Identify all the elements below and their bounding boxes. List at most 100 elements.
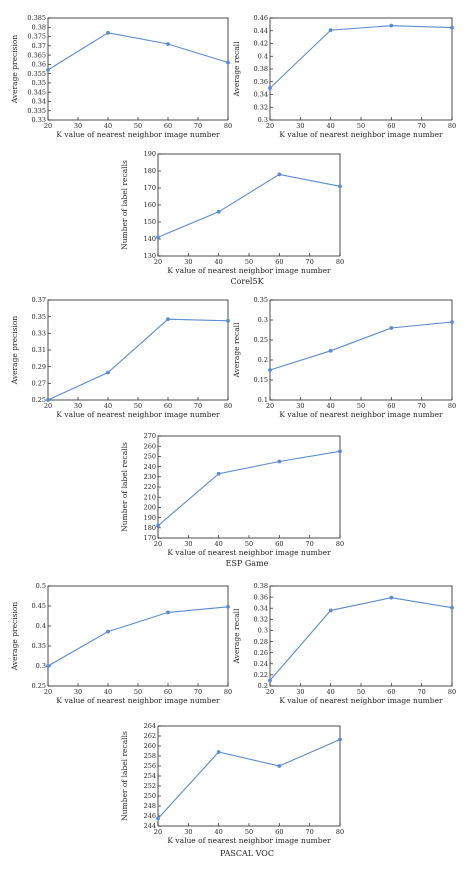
x-tick-label: 30: [74, 122, 82, 130]
data-point: [389, 23, 394, 28]
x-tick-label: 70: [418, 122, 426, 130]
x-tick-label: 70: [194, 688, 202, 696]
data-point: [328, 608, 333, 613]
data-point: [450, 25, 454, 30]
x-axis-label: K value of nearest neighbor image number: [167, 836, 331, 845]
y-tick-label: 0.45: [32, 602, 46, 610]
y-axis-label: Average precision: [10, 316, 19, 386]
x-tick-label: 50: [245, 540, 253, 548]
y-tick-label: 244: [144, 822, 156, 830]
data-point: [277, 459, 282, 464]
y-axis-label: Average precision: [10, 602, 19, 672]
y-tick-label: 0.25: [254, 336, 268, 344]
y-tick-label: 0.35: [32, 642, 46, 650]
y-tick-label: 130: [144, 252, 156, 260]
data-point: [166, 317, 170, 322]
plot-frame: [47, 17, 229, 121]
x-tick-label: 60: [275, 258, 283, 266]
x-tick-label: 50: [357, 122, 365, 130]
data-point: [389, 326, 394, 330]
x-tick-label: 40: [327, 402, 335, 410]
x-tick-label: 20: [44, 402, 52, 410]
chart-2: 20 30 40 50 60 70 80 0.3 0.32 0.34 0.36 0.38 0.4 0.42…: [232, 14, 456, 139]
y-tick-label: 0.33: [32, 330, 46, 338]
x-tick-label: 20: [154, 828, 162, 836]
x-tick-label: 40: [104, 122, 112, 130]
y-tick-label: 0.38: [32, 23, 46, 31]
y-tick-label: 0.375: [27, 33, 46, 41]
y-tick-label: 252: [144, 782, 156, 790]
y-tick-label: 0.33: [32, 116, 46, 124]
y-tick-label: 0.37: [32, 42, 46, 50]
y-tick-label: 0.5: [36, 582, 46, 590]
y-tick-label: 0.46: [254, 14, 268, 22]
chart-5: 20 30 40 50 60 70 80 0.1 0.15 0.2 0.25 0.3 0.35 K val…: [232, 296, 456, 419]
data-point: [106, 629, 110, 634]
x-tick-label: 20: [154, 540, 162, 548]
y-tick-label: 250: [144, 792, 156, 800]
x-tick-label: 80: [224, 122, 232, 130]
y-axis-label: Average precision: [10, 35, 19, 105]
y-tick-label: 0.1: [258, 396, 268, 404]
x-tick-label: 30: [184, 828, 192, 836]
y-tick-label: 0.22: [254, 671, 268, 679]
data-point: [226, 604, 230, 609]
x-tick-label: 50: [245, 828, 253, 836]
chart-9: 20 30 40 50 60 70 80 244 246 248 250 252 254 256 258 26…: [120, 722, 344, 845]
y-tick-label: 0.36: [32, 61, 46, 69]
x-tick-label: 20: [154, 258, 162, 266]
y-tick-label: 248: [144, 802, 156, 810]
y-tick-label: 0.385: [27, 14, 46, 22]
x-tick-label: 80: [448, 122, 456, 130]
plot-frame: [157, 435, 341, 539]
x-tick-label: 70: [306, 540, 314, 548]
y-tick-label: 0.3: [36, 662, 46, 670]
plot-frame: [269, 299, 453, 401]
x-tick-label: 60: [164, 402, 172, 410]
data-point: [389, 595, 394, 600]
chart-6: 20 30 40 50 60 70 80 170 180 190 200 210 220 230 240 25…: [120, 432, 344, 557]
x-axis-label: K value of nearest neighbor image number: [56, 130, 220, 139]
y-axis-label: Number of label recalls: [120, 731, 129, 821]
chart-4: 20 30 40 50 60 70 80 0.25 0.27 0.29 0.31 0.33 0.35 0.…: [10, 296, 232, 419]
x-tick-label: 50: [245, 258, 253, 266]
y-tick-label: 210: [144, 493, 156, 501]
caption-corel5k: Corel5K: [230, 277, 264, 286]
data-point: [156, 816, 160, 821]
x-tick-label: 70: [194, 402, 202, 410]
y-tick-label: 0.35: [32, 313, 46, 321]
y-tick-label: 0.4: [36, 622, 46, 630]
y-tick-label: 0.44: [254, 27, 268, 35]
x-axis-label: K value of nearest neighbor image number: [279, 696, 443, 705]
y-axis-label: Average recall: [232, 608, 241, 665]
y-tick-label: 270: [144, 432, 156, 440]
x-tick-label: 50: [357, 402, 365, 410]
x-tick-label: 30: [74, 402, 82, 410]
series-line: [269, 25, 453, 89]
x-tick-label: 50: [134, 688, 142, 696]
y-tick-label: 0.31: [32, 346, 46, 354]
data-point: [277, 172, 282, 177]
plot-frame: [269, 585, 453, 687]
data-point: [46, 398, 50, 402]
x-tick-label: 60: [275, 540, 283, 548]
x-tick-label: 40: [104, 688, 112, 696]
data-point: [328, 348, 333, 353]
y-tick-label: 0.3: [258, 627, 268, 635]
data-point: [106, 370, 110, 375]
x-axis-label: K value of nearest neighbor image number: [167, 266, 331, 275]
series-line: [157, 173, 341, 238]
data-point: [46, 68, 50, 72]
x-tick-label: 60: [387, 688, 395, 696]
y-tick-label: 0.24: [254, 660, 268, 668]
x-tick-label: 30: [74, 688, 82, 696]
y-tick-label: 260: [144, 442, 156, 450]
chart-7: 20 30 40 50 60 70 80 0.25 0.3 0.35 0.4 0.45 0.5 K val…: [10, 582, 232, 705]
x-tick-label: 30: [184, 258, 192, 266]
data-point: [277, 764, 282, 768]
y-tick-label: 140: [144, 235, 156, 243]
x-tick-label: 40: [327, 688, 335, 696]
y-tick-label: 0.38: [254, 582, 268, 590]
data-point: [226, 60, 230, 65]
